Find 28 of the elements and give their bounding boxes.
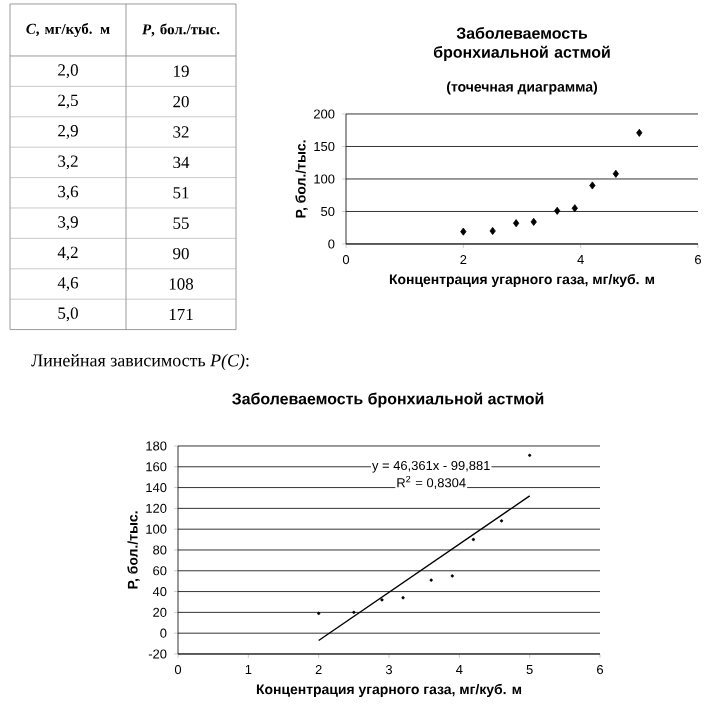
- point: [489, 227, 496, 236]
- data-label: 51: [173, 187, 189, 199]
- data-label: 108: [169, 278, 194, 290]
- text: Линейная зависимость P(C):: [31, 354, 249, 371]
- category-label: 2,9: [58, 125, 78, 140]
- category-label: 3,9: [58, 216, 78, 231]
- data-label: 90: [173, 248, 189, 260]
- data-label: 34: [173, 156, 190, 169]
- point: [554, 207, 561, 216]
- category-label: 5,0: [58, 307, 78, 322]
- data-label: 19: [174, 65, 189, 78]
- category-label: 2,0: [58, 64, 78, 79]
- data-label: 171: [169, 308, 193, 321]
- category-label: 4,2: [57, 246, 78, 261]
- category-label: 3,6: [58, 186, 79, 200]
- data-label: 55: [173, 217, 189, 229]
- point: [530, 218, 537, 227]
- category-label: 3,2: [58, 155, 78, 170]
- point: [589, 181, 596, 190]
- point: [513, 219, 520, 228]
- point: [612, 169, 619, 178]
- category-label: 4,6: [57, 277, 79, 292]
- category-label: 2,5: [58, 94, 78, 109]
- point: [571, 204, 578, 213]
- point: [460, 227, 467, 236]
- data-label: 20: [173, 96, 189, 108]
- data-label: 32: [173, 126, 189, 138]
- point: [636, 129, 643, 138]
